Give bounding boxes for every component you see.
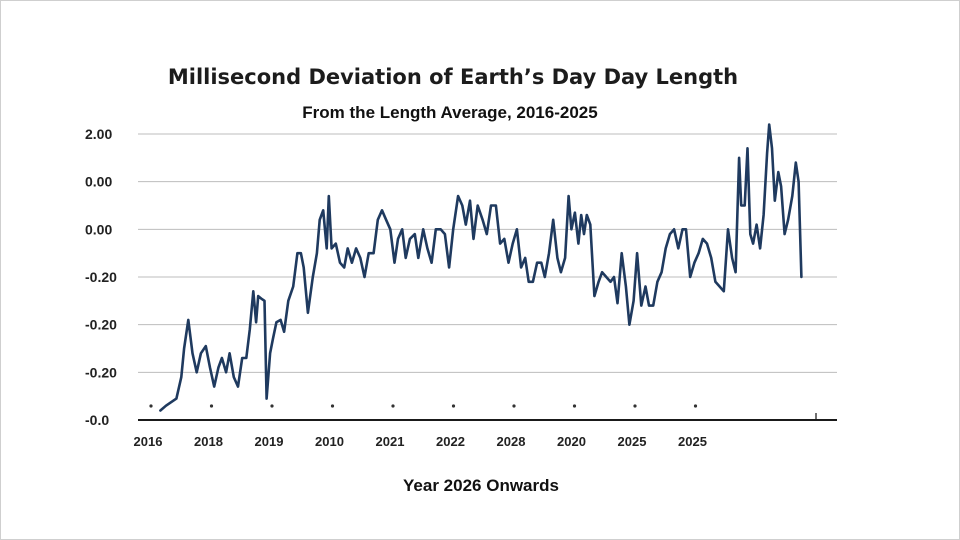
- x-tick-mark: [270, 404, 274, 408]
- x-tick-mark: [633, 404, 637, 408]
- x-tick-mark: [391, 404, 395, 408]
- x-tick-label: 2025: [678, 434, 707, 449]
- series-layer: [159, 123, 803, 412]
- x-tick-label: 2018: [194, 434, 223, 449]
- x-tick-mark: [330, 404, 335, 408]
- x-tick-mark: [451, 404, 456, 408]
- chart-title: Millisecond Deviation of Earth’s Day Day…: [168, 65, 738, 89]
- x-tick-label: 2021: [376, 434, 405, 449]
- x-axis-ticks: 2016 2018 2019 2010 2021 2022 2028 2020 2025 2025: [134, 404, 817, 449]
- x-axis-label: Year 2026 Onwards: [403, 476, 559, 495]
- y-tick-label: 2.00: [85, 126, 112, 142]
- x-tick-label: 2016: [134, 434, 163, 449]
- x-tick-label: 2028: [497, 434, 526, 449]
- y-tick-label: 0.00: [85, 174, 112, 190]
- y-tick-label: 0.00: [85, 221, 112, 237]
- x-tick-mark: [209, 404, 214, 408]
- y-tick-label: -0.20: [85, 317, 117, 333]
- x-tick-mark: [572, 404, 577, 408]
- x-tick-label: 2019: [255, 434, 284, 449]
- y-tick-label: -0.20: [85, 364, 117, 380]
- x-tick-mark: [149, 404, 153, 408]
- y-tick-label: -0.0: [85, 412, 109, 428]
- y-axis-ticks: 2.00 0.00 0.00 -0.20 -0.20 -0.20 -0.0: [85, 126, 117, 428]
- x-tick-label: 2020: [557, 434, 586, 449]
- series-line: [159, 123, 803, 412]
- x-tick-label: 2025: [618, 434, 647, 449]
- y-tick-label: -0.20: [85, 269, 117, 285]
- x-tick-mark: [512, 404, 516, 408]
- chart-subtitle: From the Length Average, 2016-2025: [302, 103, 597, 122]
- x-tick-label: 2022: [436, 434, 465, 449]
- x-tick-mark: [693, 404, 698, 408]
- x-tick-label: 2010: [315, 434, 344, 449]
